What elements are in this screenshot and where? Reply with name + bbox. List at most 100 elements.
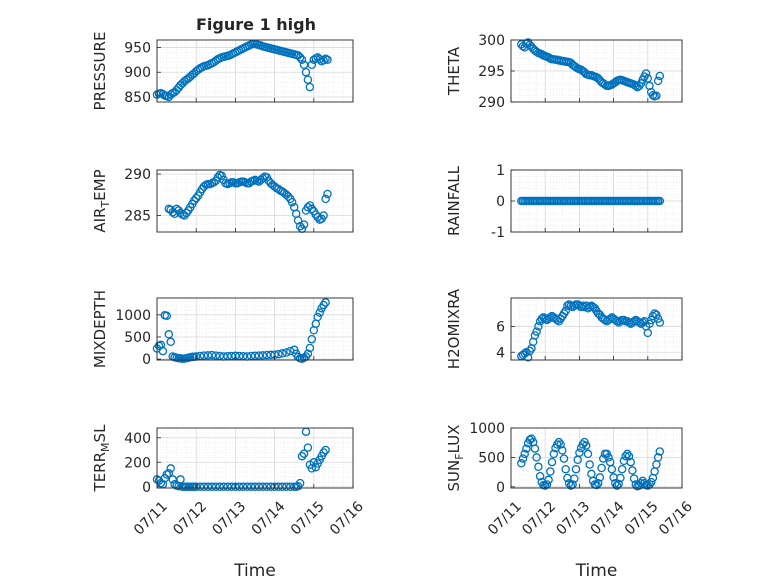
- data-point: [238, 482, 248, 492]
- data-point: [321, 194, 330, 204]
- data-point: [303, 349, 313, 359]
- y-tick-label: 290: [478, 95, 505, 111]
- x-tick-label: 07/15: [622, 499, 662, 539]
- axes-box: [156, 169, 354, 233]
- data-point: [575, 448, 584, 457]
- data-point: [628, 466, 637, 475]
- data-point: [211, 351, 221, 360]
- x-tick-label: 07/14: [249, 499, 289, 539]
- y-tick-label: 500: [124, 330, 151, 346]
- data-point: [547, 457, 557, 467]
- y-axis-label: MIXDEPTH: [91, 290, 109, 368]
- y-tick-label: 500: [478, 450, 505, 466]
- data-point: [299, 449, 309, 458]
- x-tick-label: 07/12: [519, 499, 559, 539]
- y-tick-label: 6: [496, 319, 505, 335]
- data-point: [631, 81, 641, 91]
- subplot-grid: 850 900 950 PRESSURE 290 295 300 THETA 285 290 AIR…: [91, 32, 696, 581]
- data-point: [534, 462, 543, 472]
- data-point: [595, 473, 605, 482]
- y-tick-label: 850: [124, 90, 151, 106]
- data-point: [520, 449, 529, 459]
- data-point: [624, 451, 634, 461]
- y-tick-label: 285: [124, 208, 151, 224]
- y-axis-label: AIRTEMP: [91, 169, 112, 232]
- data-point: [287, 197, 297, 207]
- y-tick-label: 950: [124, 40, 151, 56]
- axes-box: [156, 427, 354, 489]
- data-point: [597, 463, 606, 473]
- x-tick-label: 07/11: [485, 499, 525, 539]
- y-tick-label: -1: [491, 225, 505, 241]
- data-point: [258, 351, 268, 360]
- y-axis-label: SUNFLUX: [445, 425, 466, 492]
- data-point: [158, 346, 168, 356]
- x-tick-label: 07/13: [553, 499, 593, 539]
- data-point: [191, 193, 201, 203]
- data-point: [571, 464, 581, 474]
- data-point: [653, 76, 663, 86]
- axes-box: [510, 297, 683, 361]
- data-point: [266, 350, 275, 360]
- axes-box: [156, 39, 354, 103]
- y-tick-label: 200: [124, 455, 151, 471]
- data-point: [303, 202, 313, 212]
- y-axis-label: TERRMSL: [91, 424, 112, 493]
- data-point: [319, 56, 328, 65]
- data-point: [652, 310, 661, 320]
- figure-title: Figure 1 high: [196, 15, 316, 34]
- data-point: [585, 460, 594, 469]
- data-point: [301, 67, 311, 77]
- data-point: [604, 453, 613, 462]
- data-point: [561, 306, 570, 316]
- x-tick-label: 07/14: [588, 499, 628, 539]
- data-point: [643, 74, 653, 83]
- data-point: [561, 464, 570, 474]
- x-axis-label: Time: [575, 561, 618, 581]
- data-point: [284, 192, 293, 201]
- subplot-theta: 290 295 300 THETA: [445, 33, 683, 111]
- data-point: [289, 345, 299, 355]
- data-point: [207, 350, 217, 360]
- data-point: [652, 91, 661, 101]
- x-tick-label: 07/15: [288, 499, 328, 539]
- data-point: [643, 328, 653, 338]
- data-point: [614, 479, 623, 489]
- data-point: [299, 220, 309, 229]
- x-tick-label: 07/12: [170, 499, 210, 539]
- data-point: [535, 471, 545, 481]
- data-point: [278, 349, 287, 358]
- data-point: [581, 441, 591, 450]
- data-point: [583, 449, 593, 459]
- x-axis-label: Time: [233, 561, 276, 581]
- data-point: [303, 75, 313, 84]
- data-point: [534, 322, 543, 331]
- data-point: [518, 454, 528, 463]
- y-tick-label: 900: [124, 65, 151, 81]
- data-point: [282, 348, 291, 357]
- data-point: [313, 212, 322, 222]
- data-point: [607, 464, 617, 474]
- x-tick-label: 07/11: [131, 499, 171, 539]
- y-tick-label: 1000: [115, 308, 151, 324]
- data-point: [297, 451, 307, 461]
- x-tick-label: 07/13: [209, 499, 249, 539]
- y-tick-label: 0: [142, 352, 151, 368]
- data-point: [305, 343, 315, 353]
- data-point: [646, 477, 656, 487]
- data-point: [655, 447, 665, 456]
- data-point: [592, 480, 601, 490]
- y-tick-label: 300: [478, 33, 505, 49]
- data-point: [653, 453, 663, 462]
- data-point: [558, 446, 567, 455]
- data-point: [313, 312, 322, 322]
- y-tick-label: 0: [496, 194, 505, 210]
- data-point: [621, 451, 630, 461]
- data-point: [641, 69, 651, 78]
- y-axis-label: PRESSURE: [91, 32, 109, 111]
- data-point: [182, 208, 191, 218]
- data-point: [293, 216, 303, 225]
- data-point: [199, 351, 209, 360]
- y-tick-label: 1000: [469, 421, 505, 437]
- data-point: [254, 482, 264, 492]
